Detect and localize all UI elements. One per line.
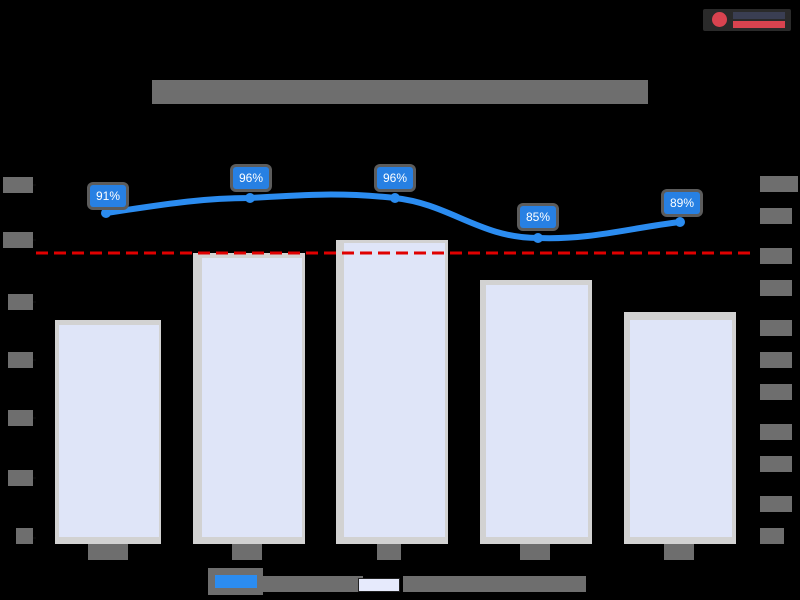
legend-bar-label[interactable]: [redacted bar series] [403, 576, 586, 592]
right-axis-tick: [redacted] [760, 208, 792, 224]
legend-line-label[interactable]: [redacted line series] [263, 576, 363, 592]
data-label: 85% [520, 206, 556, 228]
left-axis-tick: [redacted] [3, 232, 33, 248]
right-axis-tick: [redacted] [760, 424, 792, 440]
left-axis-tick: [redacted] [16, 528, 33, 544]
logo-icon [712, 12, 727, 27]
right-axis-tick: [redacted] [760, 176, 798, 192]
legend-bar-swatch[interactable] [358, 578, 400, 592]
x-axis-label: [redacted] [520, 544, 550, 560]
legend-line-swatch[interactable] [208, 568, 263, 595]
right-axis-tick: [redacted] [760, 352, 792, 368]
right-axis-tick: [redacted] [760, 456, 792, 472]
left-axis-tick: [redacted] [8, 470, 33, 486]
left-axis-tick: [redacted] [8, 352, 33, 368]
line-markers [101, 193, 685, 243]
data-label: 96% [377, 167, 413, 189]
x-axis-label: [redacted] [664, 544, 694, 560]
data-label: 91% [90, 185, 126, 207]
chart-title: [redacted] [152, 80, 648, 104]
logo [703, 9, 791, 31]
right-axis-tick: [redacted] [760, 280, 792, 296]
bar-series [55, 240, 736, 544]
left-axis-tick: [redacted] [8, 294, 33, 310]
x-axis-label: [redacted] [232, 544, 262, 560]
x-axis-label: [redacted] [377, 544, 401, 560]
right-axis-tick: [redacted] [760, 528, 784, 544]
left-axis-tick: [redacted] [8, 410, 33, 426]
left-axis-tick: [redacted] [3, 177, 33, 193]
right-axis-tick: [redacted] [760, 320, 792, 336]
right-axis-tick: [redacted] [760, 496, 792, 512]
logo-text-bottom [733, 21, 785, 28]
right-axis-tick: [redacted] [760, 248, 792, 264]
right-axis-tick: [redacted] [760, 384, 792, 400]
data-label: 89% [664, 192, 700, 214]
logo-text-top [733, 12, 785, 19]
legend: [redacted line series] [redacted bar ser… [208, 568, 586, 595]
x-axis-label: [redacted] [88, 544, 128, 560]
data-label: 96% [233, 167, 269, 189]
